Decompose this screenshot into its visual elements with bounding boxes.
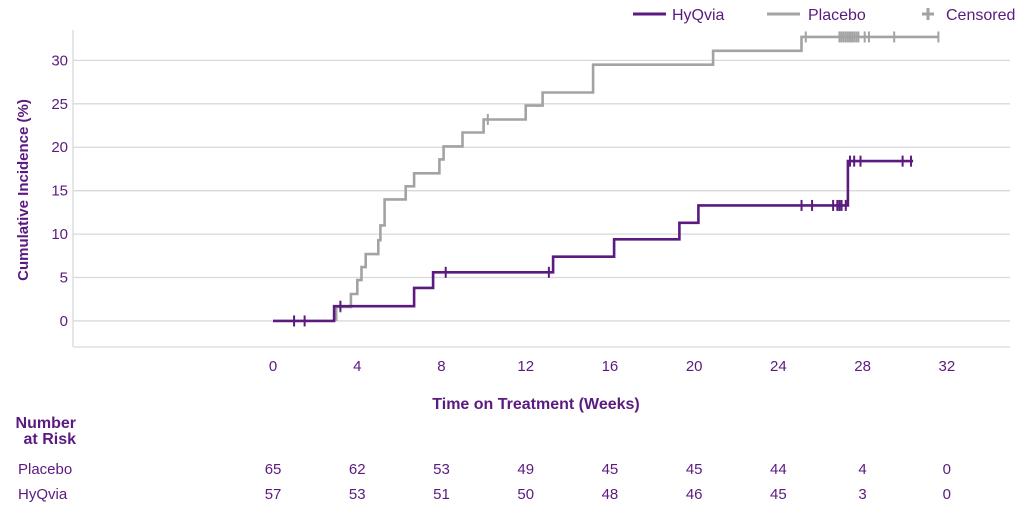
y-tick-label: 30 bbox=[51, 52, 68, 69]
legend-hyqvia-label: HyQvia bbox=[672, 7, 725, 24]
risk-value-placebo: 4 bbox=[858, 461, 866, 478]
x-tick-label: 24 bbox=[770, 358, 787, 375]
risk-value-placebo: 53 bbox=[433, 461, 450, 478]
legend-censored-label: Censored bbox=[946, 7, 1015, 24]
legend: HyQvia Placebo Censored bbox=[633, 7, 1015, 24]
x-tick-label: 8 bbox=[437, 358, 445, 375]
risk-value-placebo: 44 bbox=[770, 461, 787, 478]
y-tick-label: 0 bbox=[60, 313, 68, 330]
legend-placebo-label: Placebo bbox=[808, 7, 866, 24]
risk-row-label-placebo: Placebo bbox=[18, 461, 72, 478]
y-tick-label: 25 bbox=[51, 96, 68, 113]
risk-value-hyqvia: 51 bbox=[433, 486, 450, 503]
x-tick-label: 28 bbox=[854, 358, 871, 375]
x-tick-label: 16 bbox=[602, 358, 619, 375]
x-tick-label: 20 bbox=[686, 358, 703, 375]
x-tick-label: 12 bbox=[517, 358, 534, 375]
risk-table-title-line1: Number bbox=[16, 415, 76, 432]
risk-value-hyqvia: 46 bbox=[686, 486, 703, 503]
y-tick-label: 10 bbox=[51, 226, 68, 243]
risk-value-placebo: 0 bbox=[943, 461, 951, 478]
risk-value-placebo: 49 bbox=[517, 461, 534, 478]
x-axis-label: Time on Treatment (Weeks) bbox=[432, 396, 639, 413]
x-tick-label: 0 bbox=[269, 358, 277, 375]
risk-table-title-line2: at Risk bbox=[24, 431, 77, 448]
risk-value-hyqvia: 3 bbox=[858, 486, 866, 503]
y-axis-label: Cumulative Incidence (%) bbox=[15, 99, 32, 281]
risk-value-hyqvia: 48 bbox=[602, 486, 619, 503]
hyqvia-step-line bbox=[273, 159, 914, 323]
risk-row-label-hyqvia: HyQvia bbox=[18, 486, 68, 503]
risk-value-hyqvia: 45 bbox=[770, 486, 787, 503]
risk-value-hyqvia: 50 bbox=[517, 486, 534, 503]
risk-value-placebo: 45 bbox=[602, 461, 619, 478]
y-tick-label: 15 bbox=[51, 183, 68, 200]
placebo-step-line bbox=[334, 35, 939, 321]
y-tick-label: 5 bbox=[60, 270, 68, 287]
risk-value-placebo: 45 bbox=[686, 461, 703, 478]
series-layer bbox=[273, 31, 940, 327]
risk-value-hyqvia: 0 bbox=[943, 486, 951, 503]
risk-value-placebo: 62 bbox=[349, 461, 366, 478]
axis-layer: 0 5 10 15 20 25 30 0 4 8 12 16 20 24 28 32 bbox=[51, 30, 1010, 375]
risk-value-hyqvia: 57 bbox=[265, 486, 282, 503]
y-tick-label: 20 bbox=[51, 139, 68, 156]
x-tick-label: 4 bbox=[353, 358, 361, 375]
risk-value-placebo: 65 bbox=[265, 461, 282, 478]
x-tick-label: 32 bbox=[938, 358, 955, 375]
risk-value-hyqvia: 53 bbox=[349, 486, 366, 503]
